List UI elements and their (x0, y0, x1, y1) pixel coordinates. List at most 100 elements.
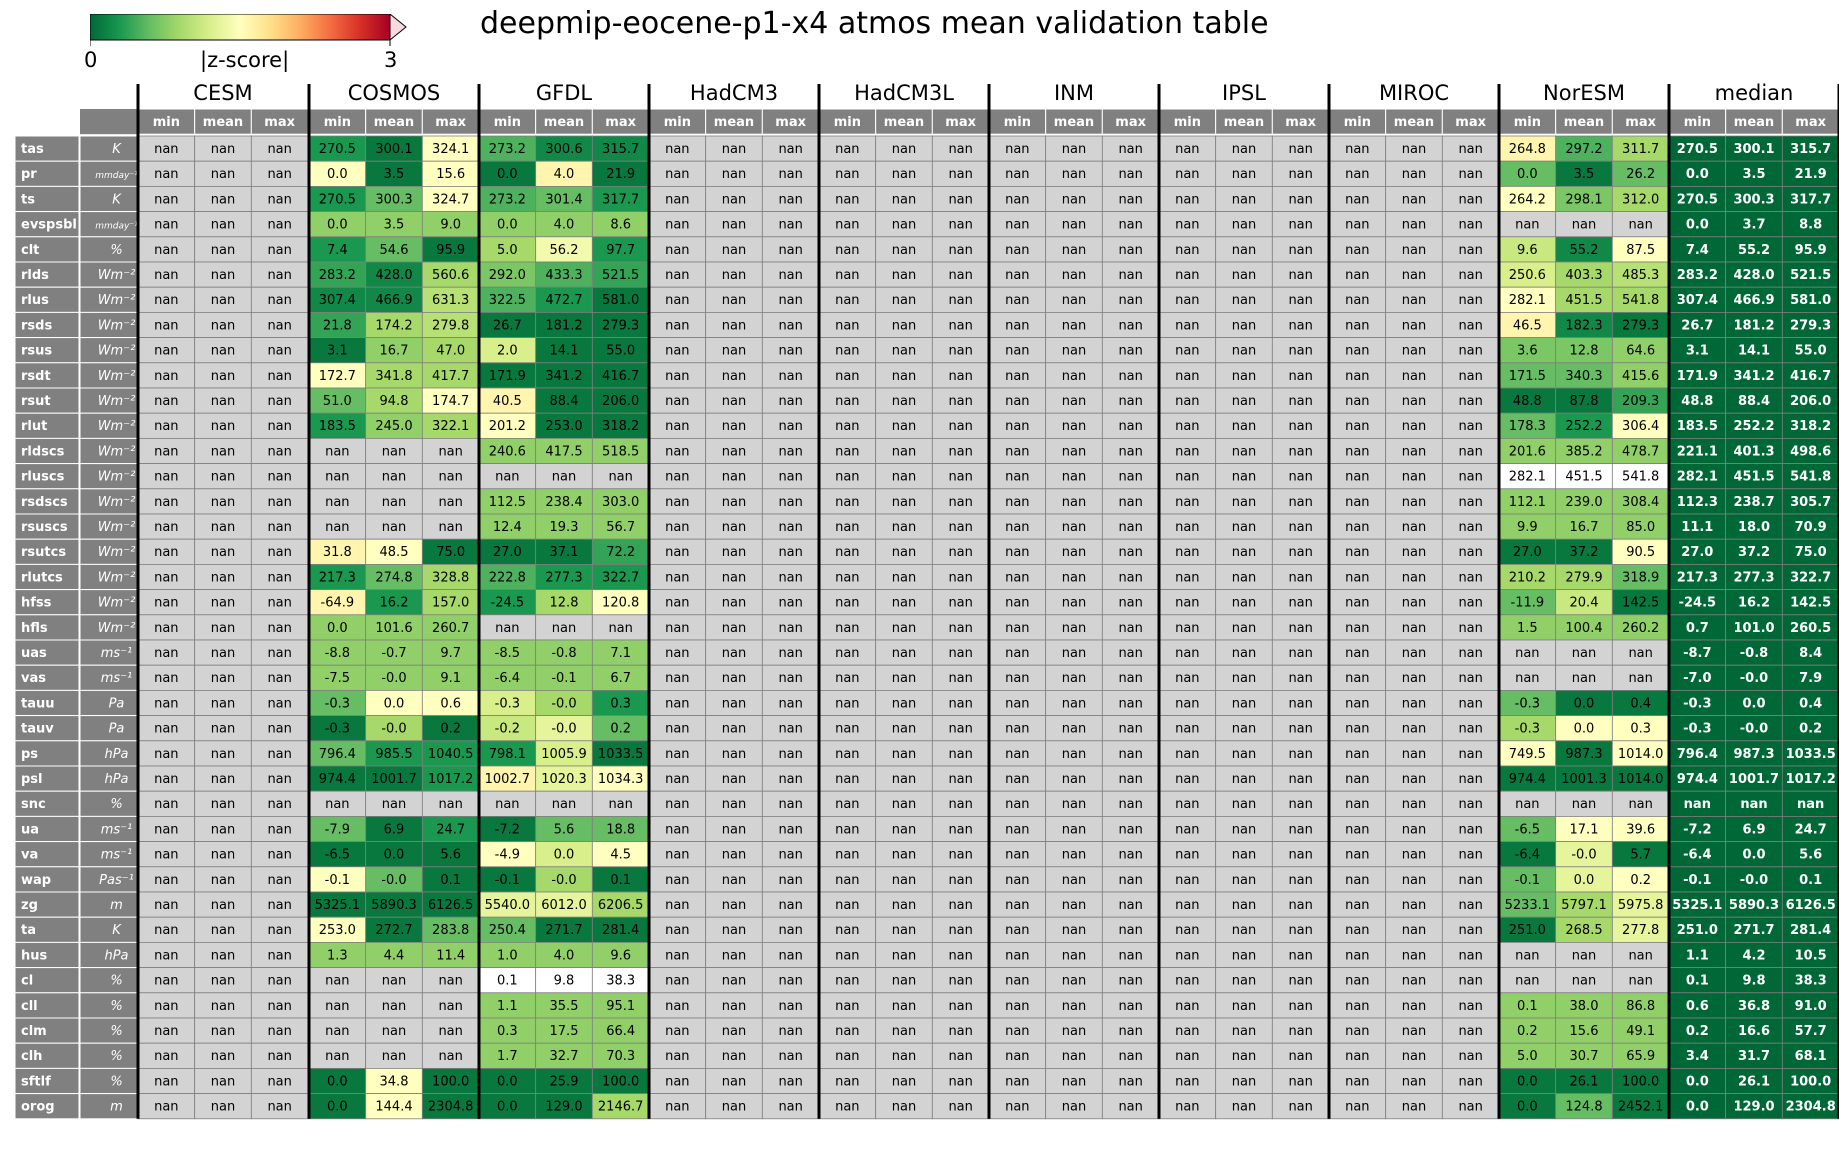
cell-value-cesm-mean: nan (211, 948, 235, 963)
cell-value-cosmos-max: nan (438, 797, 462, 812)
cell-value-cosmos-min: nan (325, 1049, 349, 1064)
cell-value-inm-max: nan (1118, 545, 1142, 560)
cell-value-cosmos-mean: 174.2 (375, 318, 412, 333)
variable-name-snc: snc (21, 797, 46, 812)
variable-unit-cell (79, 967, 138, 994)
cell-ipsl-mean (1215, 261, 1273, 288)
cell-ipsl-min (1158, 412, 1217, 439)
cell-value-median-mean: 271.7 (1733, 923, 1774, 938)
cell-value-inm-max: nan (1118, 444, 1142, 459)
cell-median-max (1781, 437, 1839, 464)
cell-value-miroc-min: nan (1345, 470, 1369, 485)
cell-cesm-min (137, 185, 196, 212)
cell-value-noresm-max: 306.4 (1622, 419, 1659, 434)
cell-value-cesm-mean: nan (211, 696, 235, 711)
cell-value-hadcm3l-min: nan (835, 797, 859, 812)
cell-value-cesm-max: nan (267, 470, 291, 485)
cell-value-miroc-max: nan (1458, 167, 1482, 182)
variable-unit-ps: hPa (104, 747, 128, 762)
cell-value-hadcm3l-mean: nan (892, 369, 916, 384)
cell-hadcm3l-min (818, 211, 877, 238)
cell-value-ipsl-mean: nan (1232, 520, 1256, 535)
cell-value-cesm-min: nan (154, 797, 178, 812)
cell-median-min (1668, 286, 1727, 313)
cell-value-hadcm3-max: nan (778, 218, 802, 233)
cell-value-gfdl-mean: 271.7 (545, 923, 582, 938)
cell-value-median-mean: 14.1 (1738, 344, 1770, 359)
cell-noresm-max (1611, 286, 1670, 313)
cell-value-median-min: 0.6 (1686, 999, 1709, 1014)
cell-value-gfdl-mean: -0.8 (551, 646, 576, 661)
cell-value-median-min: 217.3 (1677, 570, 1718, 585)
cell-value-inm-mean: nan (1062, 394, 1086, 409)
cell-value-cesm-max: nan (267, 243, 291, 258)
cell-value-cosmos-max: 324.1 (432, 142, 469, 157)
cell-value-hadcm3-min: nan (665, 948, 689, 963)
cell-median-max (1781, 160, 1839, 187)
cell-value-noresm-max: 277.8 (1622, 923, 1659, 938)
cell-value-miroc-max: nan (1458, 268, 1482, 283)
variable-unit-rsus: Wm⁻² (98, 344, 136, 359)
cell-gfdl-max (591, 185, 650, 212)
cell-value-ipsl-mean: nan (1232, 848, 1256, 863)
cell-value-cosmos-max: nan (438, 999, 462, 1014)
cell-value-hadcm3-mean: nan (722, 1100, 746, 1115)
cell-value-cosmos-min: -7.9 (325, 822, 350, 837)
cell-value-noresm-min: 48.8 (1513, 394, 1542, 409)
cell-cosmos-mean (365, 135, 423, 162)
cell-value-ipsl-min: nan (1175, 797, 1199, 812)
cell-value-inm-mean: nan (1062, 999, 1086, 1014)
cell-inm-max (1101, 412, 1160, 439)
variable-unit-rluscs: Wm⁻² (98, 470, 136, 485)
cell-value-cesm-mean: nan (211, 671, 235, 686)
cell-value-noresm-min: nan (1515, 974, 1539, 989)
cell-value-hadcm3l-mean: nan (892, 142, 916, 157)
variable-name-cl: cl (21, 974, 33, 989)
cell-value-inm-max: nan (1118, 797, 1142, 812)
cell-inm-max (1101, 135, 1160, 162)
cell-value-gfdl-mean: 35.5 (550, 999, 579, 1014)
cell-value-median-min: 0.0 (1686, 167, 1709, 182)
cell-value-cosmos-mean: 101.6 (375, 621, 412, 636)
cell-value-gfdl-max: nan (608, 470, 632, 485)
cell-value-miroc-min: nan (1345, 318, 1369, 333)
cell-value-inm-mean: nan (1062, 243, 1086, 258)
cell-value-cosmos-min: 217.3 (319, 570, 356, 585)
cell-value-cesm-min: nan (154, 1074, 178, 1089)
cell-value-miroc-mean: nan (1402, 570, 1426, 585)
variable-unit-rldscs: Wm⁻² (98, 444, 136, 459)
cell-cesm-max (250, 463, 309, 490)
cell-value-median-mean: 3.7 (1742, 218, 1765, 233)
cell-value-cosmos-mean: 3.5 (384, 218, 405, 233)
cell-gfdl-min (478, 236, 537, 263)
cell-value-noresm-mean: 124.8 (1565, 1100, 1602, 1115)
cell-value-cosmos-max: 260.7 (432, 621, 469, 636)
cell-value-noresm-mean: 451.5 (1565, 470, 1602, 485)
cell-value-noresm-max: 90.5 (1626, 545, 1655, 560)
cell-value-miroc-mean: nan (1402, 621, 1426, 636)
cell-value-ipsl-max: nan (1288, 369, 1312, 384)
cell-value-hadcm3l-mean: nan (892, 545, 916, 560)
cell-value-hadcm3-max: nan (778, 470, 802, 485)
cell-value-cesm-max: nan (267, 1074, 291, 1089)
variable-name-rsutcs: rsutcs (21, 545, 66, 560)
cell-value-cesm-mean: nan (211, 1074, 235, 1089)
cell-value-median-max: 315.7 (1790, 142, 1831, 157)
cell-value-median-min: 1.1 (1686, 948, 1709, 963)
cell-value-ipsl-mean: nan (1232, 142, 1256, 157)
cell-value-hadcm3-max: nan (778, 948, 802, 963)
stat-header-mean: mean (544, 115, 584, 130)
cell-value-median-min: 3.4 (1686, 1049, 1709, 1064)
cell-value-median-max: 55.0 (1795, 344, 1827, 359)
cell-value-hadcm3l-min: nan (835, 1049, 859, 1064)
cell-value-noresm-max: nan (1628, 671, 1652, 686)
cell-value-ipsl-min: nan (1175, 167, 1199, 182)
cell-value-ipsl-min: nan (1175, 570, 1199, 585)
cell-value-hadcm3l-min: nan (835, 772, 859, 787)
cell-miroc-max (1441, 185, 1500, 212)
cell-value-median-max: 0.2 (1799, 722, 1822, 737)
cell-value-gfdl-max: 318.2 (602, 419, 639, 434)
cell-hadcm3l-max (931, 286, 990, 313)
cell-value-hadcm3-min: nan (665, 696, 689, 711)
cell-value-miroc-min: nan (1345, 570, 1369, 585)
